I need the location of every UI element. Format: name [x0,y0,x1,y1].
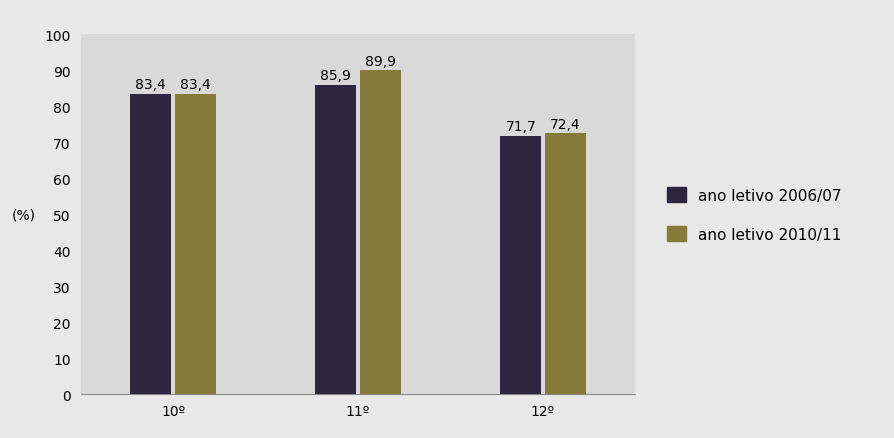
Bar [131,95,171,394]
Legend: ano letivo 2006/07, ano letivo 2010/11: ano letivo 2006/07, ano letivo 2010/11 [659,180,848,250]
Text: 71,7: 71,7 [505,120,536,134]
Bar [174,95,215,394]
Text: 85,9: 85,9 [320,69,350,83]
Text: 72,4: 72,4 [549,117,580,131]
Bar [315,86,356,394]
Y-axis label: (%): (%) [12,208,36,222]
Bar [359,71,401,394]
Bar [544,134,585,394]
Text: 83,4: 83,4 [180,78,210,92]
Text: 89,9: 89,9 [364,54,395,68]
Bar [500,137,541,394]
Text: 83,4: 83,4 [135,78,166,92]
